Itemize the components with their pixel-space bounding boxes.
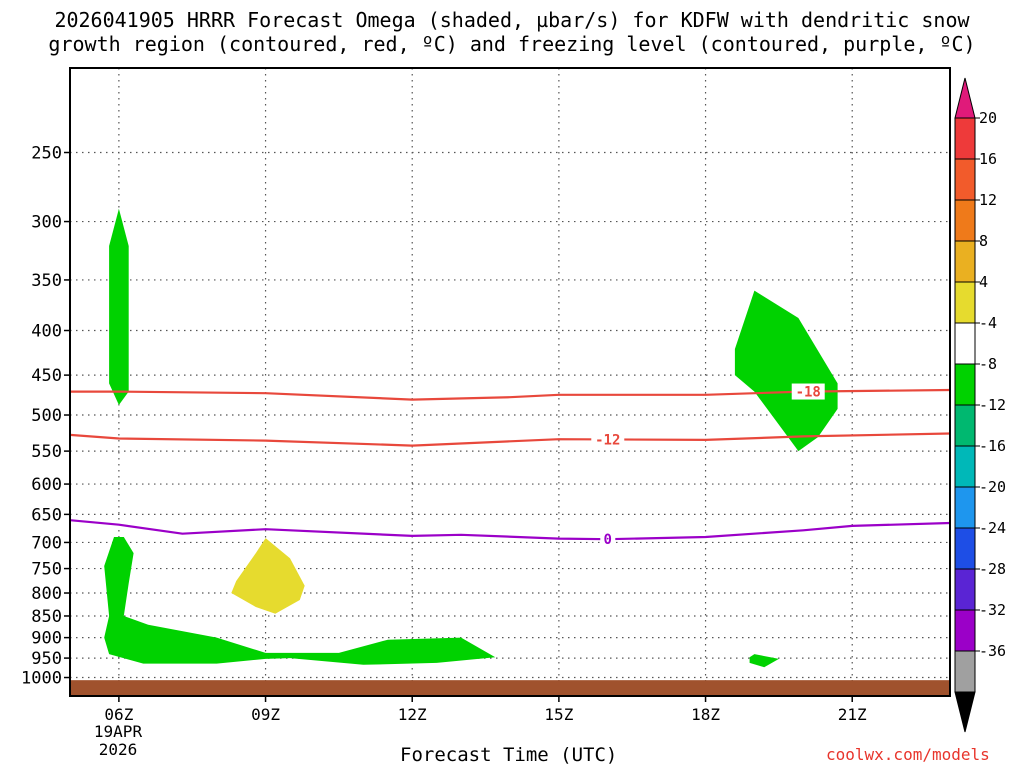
y-tick-label: 1000 (21, 669, 62, 689)
y-tick-label: 650 (31, 505, 62, 525)
x-tick-label: 09Z (251, 705, 280, 724)
colorbar-swatch (954, 158, 976, 201)
x-axis-label: Forecast Time (UTC) (400, 744, 618, 766)
colorbar-swatch (954, 117, 976, 160)
x-tick-label: 06Z (104, 705, 133, 724)
colorbar-tick-label: -16 (979, 437, 1006, 455)
colorbar-tick-label: -4 (979, 314, 997, 332)
colorbar-swatch (954, 486, 976, 529)
y-tick-label: 850 (31, 607, 62, 627)
contour-label: -18 (796, 385, 821, 401)
grid (70, 68, 950, 696)
ground-layer (71, 680, 949, 695)
contour-line--12 (69, 432, 951, 447)
colorbar-swatch (954, 527, 976, 570)
colorbar-swatch (954, 199, 976, 242)
colorbar: 20 16 12 8 4 -4 -8 -12 -16 -20 -24 -28 -32 -36 (954, 77, 1006, 733)
shaded-omega-regions (104, 208, 838, 668)
y-tick-label: 900 (31, 629, 62, 649)
chart-title-line-2: growth region (contoured, red, ºC) and f… (48, 32, 976, 56)
y-tick-label: 950 (31, 649, 62, 669)
colorbar-swatch (954, 363, 976, 406)
ground-bar (71, 680, 949, 695)
colorbar-tick-label: 16 (979, 150, 997, 168)
colorbar-swatch (954, 240, 976, 283)
y-tick-label: 750 (31, 560, 62, 580)
y-tick-label: 550 (31, 442, 62, 462)
y-tick-label: 450 (31, 366, 62, 386)
x-tick-label: 21Z (838, 705, 867, 724)
y-tick-label: 700 (31, 533, 62, 553)
y-tick-label: 800 (31, 584, 62, 604)
y-tick-label: 300 (31, 213, 62, 233)
x-tick-label: 15Z (544, 705, 573, 724)
contour-line--18 (70, 388, 951, 401)
colorbar-swatch (954, 650, 976, 693)
plot-frame (69, 67, 951, 697)
y-tick-label: 500 (31, 406, 62, 426)
colorbar-tick-label: -12 (979, 396, 1006, 414)
contour-label-bg (791, 383, 825, 400)
omega-region-green (749, 654, 779, 668)
omega-region-green (734, 290, 838, 452)
date-label-year: 2026 (98, 740, 138, 759)
x-tick-label: 18Z (691, 705, 720, 724)
colorbar-tick-label: 20 (979, 109, 997, 127)
x-tick-label: 12Z (398, 705, 427, 724)
colorbar-top-arrow (954, 77, 976, 119)
colorbar-swatch (954, 568, 976, 611)
colorbar-tick-label: 8 (979, 232, 988, 250)
colorbar-swatch (954, 322, 976, 365)
y-tick-label: 250 (31, 144, 62, 164)
contour-label: 0 (604, 532, 612, 548)
colorbar-bottom-arrow (954, 691, 976, 733)
colorbar-tick-label: -8 (979, 355, 997, 373)
colorbar-tick-label: -28 (979, 560, 1006, 578)
omega-region-green (109, 208, 129, 405)
omega-region-yellow (231, 538, 305, 614)
colorbar-swatch (954, 404, 976, 447)
colorbar-tick-label: -24 (979, 519, 1006, 537)
credit-link[interactable]: coolwx.com/models (826, 745, 990, 764)
contour-label-bg (591, 431, 625, 448)
omega-region-green (104, 537, 496, 665)
temperature-contours: -18 -12 0 (69, 383, 951, 548)
colorbar-tick-label: 12 (979, 191, 997, 209)
chart-title-line-1: 2026041905 HRRR Forecast Omega (shaded, … (54, 8, 970, 32)
y-tick-label: 600 (31, 475, 62, 495)
y-tick-label: 400 (31, 322, 62, 342)
colorbar-tick-label: -20 (979, 478, 1006, 496)
colorbar-swatch (954, 609, 976, 652)
contour-label-bg (600, 531, 616, 548)
colorbar-swatch (954, 281, 976, 324)
y-tick-label: 350 (31, 271, 62, 291)
contour-line-0 (69, 519, 951, 541)
colorbar-swatch (954, 445, 976, 488)
date-label-day: 19APR (93, 722, 143, 741)
axis-ticks: 2503003504004505005506006507007508008509… (21, 144, 867, 724)
colorbar-tick-label: 4 (979, 273, 988, 291)
contour-label: -12 (595, 432, 620, 448)
colorbar-tick-label: -36 (979, 642, 1006, 660)
colorbar-tick-label: -32 (979, 601, 1006, 619)
